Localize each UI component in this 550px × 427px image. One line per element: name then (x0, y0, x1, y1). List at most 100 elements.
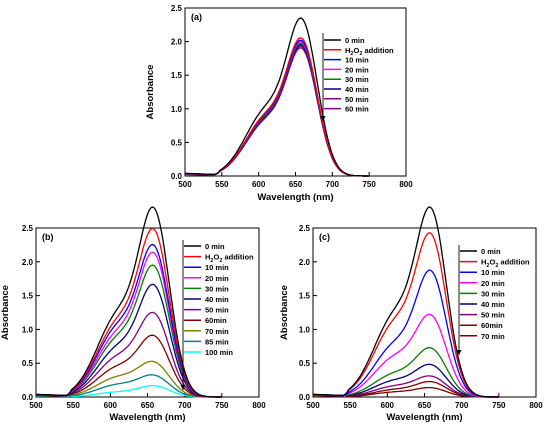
y-tick-label: 0.0 (22, 393, 34, 402)
legend-label: 50 min (481, 311, 505, 320)
y-tick-label: 0.5 (299, 359, 311, 368)
x-tick-label: 650 (289, 180, 303, 189)
legend-label: 20 min (205, 274, 229, 283)
plot-frame (184, 7, 407, 177)
series-line (312, 313, 499, 398)
legend-label-part: O (353, 46, 359, 55)
y-axis-label: Absorbance (0, 285, 11, 340)
y-tick-label: 2.0 (299, 258, 311, 267)
legend-label-part: addition (362, 46, 394, 55)
y-tick-label: 0.0 (299, 393, 311, 402)
x-tick-label: 750 (215, 401, 229, 410)
legend-label-part: 2 (359, 51, 362, 57)
series-line (184, 45, 370, 177)
x-tick-label: 800 (399, 180, 413, 189)
y-tick-label: 2.5 (299, 224, 311, 233)
trend-arrow-head (456, 350, 462, 355)
y-axis-label: Absorbance (145, 65, 156, 120)
legend-label-part: O (489, 258, 495, 267)
legend-label: 30 min (481, 289, 505, 298)
legend-label: 40 min (205, 295, 229, 304)
legend-label: 50 min (345, 95, 369, 104)
legend-label: 100 min (205, 348, 233, 357)
legend-label-part: addition (498, 258, 530, 267)
legend-label: 85 min (205, 337, 229, 346)
legend-label-part: 2 (486, 263, 489, 269)
x-tick-label: 750 (492, 401, 506, 410)
chart-panel-b: 500 550 600 650 700 750 800 0.0 0.5 1.0 1.5 2.0 2.5 W… (0, 206, 266, 423)
panel-label: (b) (42, 232, 54, 242)
legend-label: 60min (481, 321, 503, 330)
panel-label: (a) (191, 12, 202, 22)
x-tick-label: 500 (306, 401, 320, 410)
series-line (313, 269, 499, 398)
legend-label-part: H (205, 253, 210, 262)
x-tick-label: 700 (455, 401, 469, 410)
series-line (184, 17, 370, 177)
y-tick-label: 1.5 (299, 292, 311, 301)
y-axis-label: Absorbance (279, 285, 290, 340)
x-tick-label: 600 (252, 180, 266, 189)
series-line (185, 37, 370, 177)
x-tick-label: 750 (362, 180, 376, 189)
legend-label: 0 min (345, 36, 365, 45)
series-line (184, 39, 370, 177)
legend-label: 0 min (481, 247, 501, 256)
x-tick-label: 650 (141, 401, 155, 410)
series-line (185, 42, 370, 177)
legend-label: 30 min (205, 284, 229, 293)
legend-label-part: 2 (350, 51, 353, 57)
y-tick-label: 0.5 (171, 138, 183, 147)
legend-label: 40 min (481, 300, 505, 309)
legend-label-part: H (481, 258, 486, 267)
legend-label-part: O (213, 253, 219, 262)
y-tick-label: 2.0 (22, 258, 34, 267)
series-line (36, 251, 222, 398)
y-tick-label: 1.0 (22, 325, 34, 334)
y-tick-label: 2.5 (22, 224, 34, 233)
legend-label: 0 min (205, 242, 225, 251)
x-axis-label: Wavelength (nm) (109, 412, 185, 423)
x-axis-label: Wavelength (nm) (257, 192, 333, 203)
legend-label: 70 min (481, 332, 505, 341)
series-line (35, 206, 222, 398)
y-tick-label: 0.0 (171, 172, 183, 181)
y-tick-label: 1.0 (299, 325, 311, 334)
legend-label: 60 min (345, 105, 369, 114)
y-tick-label: 1.0 (171, 105, 183, 114)
chart-panel-a: 500 550 600 650 700 750 800 0.0 0.5 1.0 1.5 2.0 2.5 W… (145, 4, 413, 203)
trend-arrow-head (320, 116, 326, 121)
x-tick-label: 500 (29, 401, 43, 410)
x-tick-label: 700 (326, 180, 340, 189)
legend-label: H2O2 addition (481, 258, 530, 269)
y-tick-label: 2.0 (171, 38, 183, 47)
legend-label: 50 min (205, 306, 229, 315)
legend-label: 10 min (205, 263, 229, 272)
y-tick-label: 2.5 (171, 4, 183, 13)
legend-label-part: addition (222, 253, 254, 262)
series-line (184, 41, 370, 177)
y-tick-label: 1.5 (171, 71, 183, 80)
x-tick-label: 650 (418, 401, 432, 410)
legend-label: 20 min (345, 65, 369, 74)
legend-label-part: H (345, 46, 350, 55)
y-tick-label: 0.5 (22, 359, 34, 368)
legend-label: 30 min (345, 75, 369, 84)
chart-panel-c: 500 550 600 650 700 750 800 0.0 0.5 1.0 1.5 2.0 2.5 W… (279, 206, 543, 423)
x-tick-label: 550 (215, 180, 229, 189)
legend-label: 60min (205, 316, 227, 325)
series-line (185, 44, 370, 177)
x-tick-label: 800 (529, 401, 543, 410)
panel-label: (c) (319, 232, 330, 242)
legend-label-part: 2 (210, 258, 213, 264)
series-line (35, 311, 222, 398)
x-tick-label: 550 (66, 401, 80, 410)
x-tick-label: 600 (381, 401, 395, 410)
x-tick-label: 800 (252, 401, 266, 410)
legend-label-part: 2 (219, 258, 222, 264)
series-line (185, 47, 370, 177)
legend-label-part: 2 (495, 263, 498, 269)
legend-label: 20 min (481, 279, 505, 288)
x-tick-label: 600 (104, 401, 118, 410)
